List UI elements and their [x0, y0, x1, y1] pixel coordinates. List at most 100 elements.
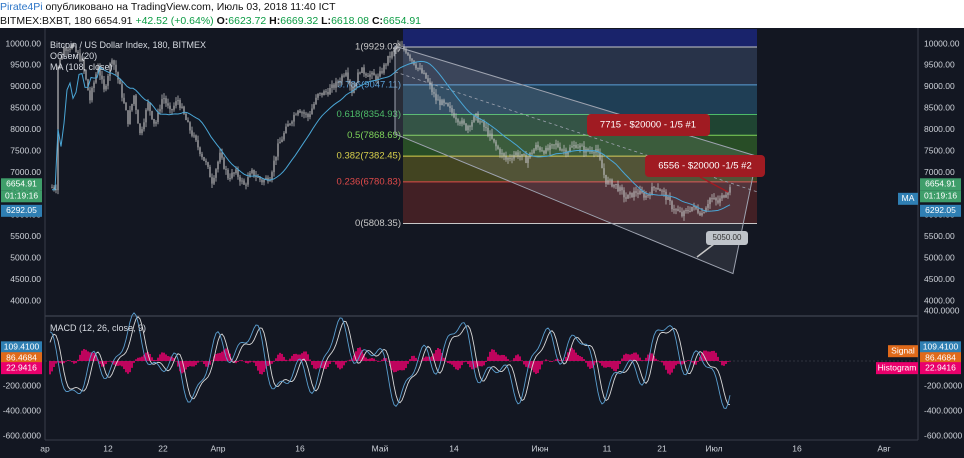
histogram-bar	[575, 352, 577, 361]
histogram-bar	[599, 361, 601, 364]
histogram-bar	[643, 360, 645, 361]
candle-body	[121, 84, 123, 98]
left-countdown-tag: 01:19:16	[1, 190, 42, 203]
volume-legend[interactable]: Объем (20)	[50, 51, 98, 61]
candle-body	[629, 192, 631, 195]
histogram-bar	[355, 351, 357, 361]
histogram-bar	[75, 361, 77, 364]
histogram-bar	[479, 361, 481, 367]
macd-legend[interactable]: MACD (12, 26, close, 9)	[50, 323, 147, 333]
time-axis-label: 12	[103, 443, 113, 453]
left-histogram-value-tag-bg	[1, 362, 42, 375]
candle-body	[589, 150, 591, 152]
histogram-bar	[281, 353, 283, 361]
candle-body	[235, 169, 237, 173]
histogram-bar	[119, 361, 121, 366]
signal-name-tag-text: Signal	[891, 345, 915, 355]
histogram-bar	[249, 361, 251, 363]
candle-body	[79, 53, 81, 62]
histogram-bar	[167, 356, 169, 361]
histogram-bar	[205, 361, 207, 367]
candle-body	[51, 187, 53, 189]
histogram-bar	[659, 361, 661, 362]
histogram-bar	[187, 361, 189, 367]
histogram-bar	[235, 361, 237, 364]
histogram-bar	[99, 361, 101, 364]
candle-body	[437, 99, 439, 101]
histogram-bar	[299, 354, 301, 361]
fib-level-label: 0.236(6780.83)	[337, 176, 401, 187]
candle-body	[575, 145, 577, 148]
candle-body	[697, 208, 699, 213]
ma-legend[interactable]: MA (108, close)	[50, 62, 113, 72]
signal-line[interactable]	[49, 316, 731, 406]
histogram-bar	[405, 361, 407, 369]
right-price-tick: 9500.00	[924, 60, 955, 70]
candle-body	[103, 79, 105, 90]
candle-body	[439, 99, 441, 106]
candle-body	[463, 120, 465, 124]
histogram-bar	[313, 361, 315, 369]
callout-2-box[interactable]	[645, 155, 765, 177]
candle-body	[101, 75, 103, 80]
histogram-bar	[511, 360, 513, 362]
callout-1-box[interactable]	[587, 114, 710, 136]
histogram-bar	[477, 361, 479, 367]
histogram-bar	[341, 361, 343, 369]
fib-zone	[403, 47, 757, 85]
histogram-bar	[303, 351, 305, 361]
histogram-bar	[331, 361, 333, 362]
chart-area[interactable]: 1(9929.03) 0.786(9047.11) 0.618(8354.93) 0.…	[0, 28, 964, 458]
target-box[interactable]	[706, 231, 748, 245]
histogram-bar	[391, 361, 393, 371]
right-macd-value-tag-bg	[920, 341, 961, 354]
target-label[interactable]: 5050.00	[696, 231, 748, 258]
histogram-bar	[71, 361, 73, 363]
candle-body	[429, 81, 431, 85]
histogram-bar	[531, 361, 533, 370]
histogram-bar	[367, 358, 369, 361]
time-axis-label: 21	[657, 443, 667, 453]
histogram-bar	[149, 353, 151, 361]
candle-body	[677, 209, 679, 211]
candle-body	[347, 72, 349, 81]
histogram-bar	[89, 352, 91, 361]
histogram-bar	[287, 360, 289, 361]
candle-body	[141, 129, 143, 134]
candle-body	[245, 184, 247, 186]
callout-2[interactable]: 6556 - $20000 -1/5 #2	[645, 155, 765, 193]
macd-line[interactable]	[49, 312, 731, 410]
ma-line[interactable]	[52, 60, 731, 212]
right-countdown-tag-bg	[920, 190, 961, 203]
candle-body	[167, 103, 169, 106]
open-label: O:	[216, 15, 229, 27]
candle-body	[663, 190, 665, 192]
author-link[interactable]: Pirate4Pi	[0, 1, 43, 13]
candle-body	[605, 174, 607, 184]
candle-body	[263, 179, 265, 183]
candle-body	[727, 192, 729, 195]
callout-1[interactable]: 7715 - $20000 - 1/5 #1	[587, 114, 710, 136]
candle-body	[675, 209, 677, 211]
candle-body	[303, 112, 305, 114]
candle-body	[315, 97, 317, 104]
histogram-bar	[627, 354, 629, 361]
histogram-bar	[233, 361, 235, 363]
histogram-bar	[133, 361, 135, 363]
histogram-bar	[411, 355, 413, 361]
chart-canvas[interactable]: 1(9929.03) 0.786(9047.11) 0.618(8354.93) 0.…	[0, 28, 964, 458]
high-label: H:	[269, 15, 281, 27]
histogram-bar	[223, 349, 225, 361]
candle-body	[57, 66, 59, 191]
candle-body	[569, 147, 571, 152]
candle-body	[505, 155, 507, 160]
candle-body	[377, 76, 379, 80]
right-price-tick: 10000.00	[924, 38, 960, 48]
histogram-bar	[113, 361, 115, 365]
candle-body	[289, 123, 291, 125]
candle-body	[215, 169, 217, 178]
publication-header: Pirate4Pi опубликовано на TradingView.co…	[0, 0, 964, 14]
candle-body	[155, 122, 157, 124]
histogram-bar	[705, 350, 707, 361]
histogram-bar	[647, 354, 649, 361]
